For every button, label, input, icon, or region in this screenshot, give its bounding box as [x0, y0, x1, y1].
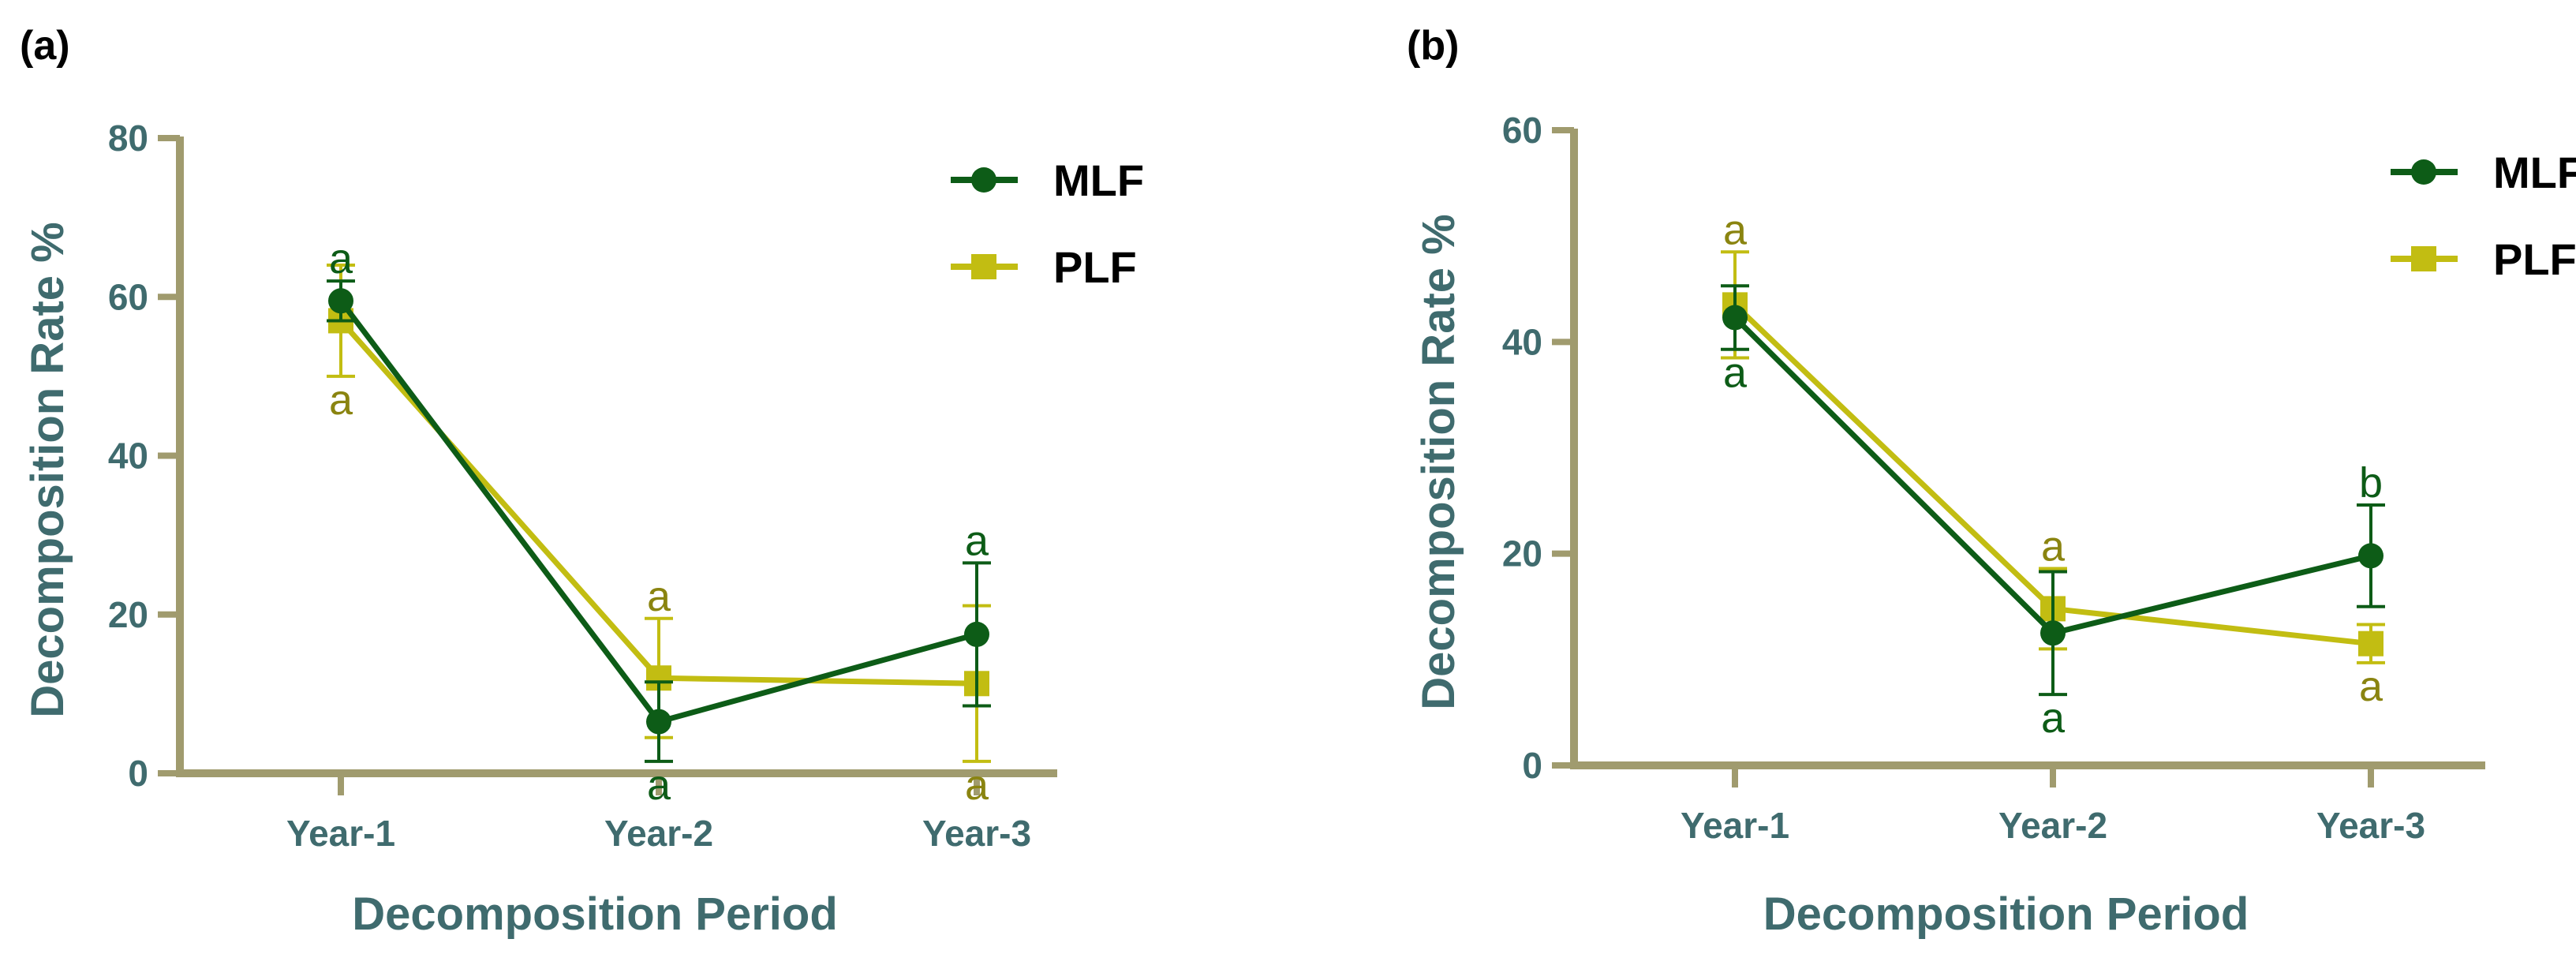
data-point [2358, 543, 2383, 569]
significance-letter: a [329, 235, 353, 282]
significance-letter: a [329, 376, 353, 424]
data-point [1722, 305, 1748, 331]
significance-letter: a [647, 573, 671, 620]
x-axis-title: Decomposition Period [1763, 889, 2249, 940]
y-tick-label: 0 [1522, 745, 1542, 786]
x-tick-label: Year-3 [922, 813, 1031, 854]
x-tick-label: Year-1 [286, 813, 395, 854]
chart-panel-a: (a) 0 20 40 60 80 Year-1 Year-2 Year-3 Decomposit… [20, 23, 1144, 940]
legend-item-plf: PLF [951, 242, 1137, 292]
significance-letter: a [1723, 206, 1748, 253]
legend-item-mlf: MLF [951, 155, 1144, 205]
data-point [2040, 620, 2066, 646]
legend-label: MLF [2493, 148, 2576, 197]
chart-panel-b: (b) 0 20 40 60 Year-1 Year-2 Year-3 Decompositio… [1407, 23, 2576, 940]
x-tick-label: Year-2 [1998, 805, 2107, 846]
legend-marker [971, 167, 996, 193]
x-axis-title: Decomposition Period [352, 889, 838, 940]
y-tick-label: 20 [1502, 533, 1542, 574]
data-point [2358, 630, 2383, 657]
significance-letter: a [2359, 663, 2383, 710]
y-tick-label: 60 [108, 276, 148, 317]
legend-marker [2411, 246, 2436, 271]
series-mlf: a a b [1721, 284, 2385, 742]
legend-label: MLF [1053, 155, 1144, 205]
y-tick-label: 80 [108, 118, 148, 159]
significance-letter: b [2359, 459, 2383, 507]
legend-label: PLF [1053, 242, 1137, 292]
y-tick-label: 40 [108, 436, 148, 477]
y-tick-label: 0 [128, 753, 148, 794]
legend-label: PLF [2493, 234, 2576, 284]
significance-letter: a [647, 761, 671, 809]
panel-label: (b) [1407, 23, 1459, 69]
data-point [964, 621, 989, 647]
data-point [328, 288, 353, 314]
panel-label: (a) [20, 23, 70, 69]
legend-marker [2411, 159, 2436, 185]
legend-item-mlf: MLF [2391, 148, 2576, 197]
y-tick-label: 20 [108, 594, 148, 635]
significance-letter: a [965, 761, 989, 809]
y-axis-title: Decomposition Rate % [1413, 214, 1464, 709]
x-tick-label: Year-2 [604, 813, 713, 854]
series-mlf: a a a [327, 235, 991, 809]
y-tick-label: 60 [1502, 110, 1542, 151]
significance-letter: a [965, 517, 989, 564]
significance-letter: a [2041, 694, 2066, 742]
legend-item-plf: PLF [2391, 234, 2576, 284]
y-tick-label: 40 [1502, 321, 1542, 362]
significance-letter: a [1723, 350, 1748, 397]
significance-letter: a [2041, 522, 2066, 570]
x-tick-label: Year-1 [1681, 805, 1789, 846]
legend-marker [971, 254, 996, 279]
data-point [646, 709, 671, 735]
y-axis-title: Decomposition Rate % [22, 222, 73, 717]
x-tick-label: Year-3 [2316, 805, 2425, 846]
